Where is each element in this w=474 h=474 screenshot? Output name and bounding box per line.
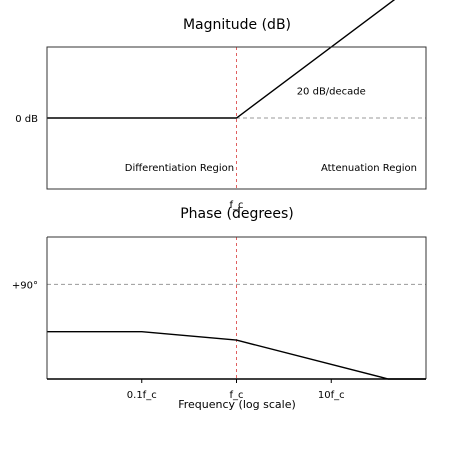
phase-ytick-label: +90° (12, 280, 38, 291)
magnitude-curve (47, 0, 396, 119)
x-axis-title: Frequency (log scale) (178, 398, 296, 411)
phase-xtick-label: 10f_c (318, 390, 345, 401)
phase-frame (46, 236, 427, 379)
magnitude-title: Magnitude (dB) (183, 17, 291, 33)
magnitude-xtick-label: f_c (229, 200, 243, 211)
phase-xtick-label: 0.1f_c (127, 390, 157, 401)
attenuation-region-label: Attenuation Region (321, 163, 417, 174)
phase-title: Phase (degrees) (180, 206, 294, 222)
phase-panel: Phase (degrees) +90° 0.1f_c f_c 10f_c Fr… (12, 206, 427, 411)
magnitude-frame (46, 46, 427, 190)
magnitude-ytick-label: 0 dB (15, 114, 38, 125)
differentiation-region-label: Differentiation Region (125, 163, 234, 174)
magnitude-panel: Magnitude (dB) 20 dB/decade Differentiat… (15, 0, 427, 211)
phase-xtick-label: f_c (229, 390, 243, 401)
magnitude-slope-annotation: 20 dB/decade (297, 87, 366, 98)
